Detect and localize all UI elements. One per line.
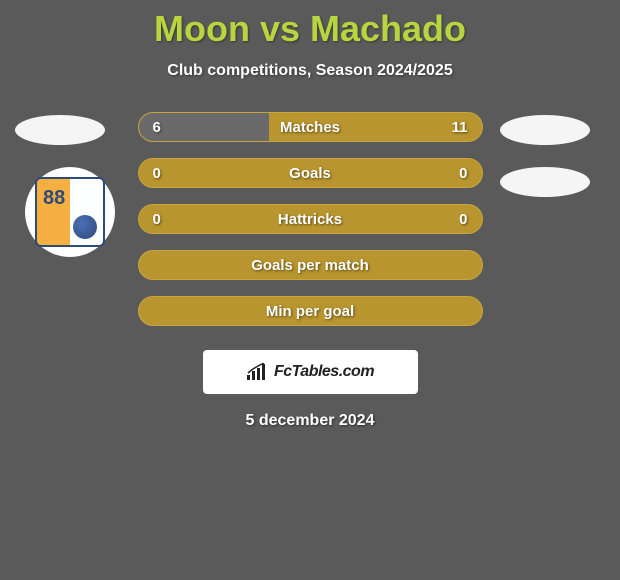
stat-matches-right: 11 <box>452 119 468 136</box>
subtitle: Club competitions, Season 2024/2025 <box>0 62 620 80</box>
stat-bar-min-per-goal: Min per goal <box>138 296 483 326</box>
brand-text: FcTables.com <box>274 363 374 381</box>
stat-bar-hattricks: 0 Hattricks 0 <box>138 204 483 234</box>
player-right-club-oval <box>500 167 590 197</box>
stat-min-per-goal-label: Min per goal <box>266 303 354 320</box>
stat-matches-label: Matches <box>280 119 340 136</box>
stat-goals-left: 0 <box>153 165 161 182</box>
stat-bars: 6 Matches 11 0 Goals 0 0 Hattricks 0 Goa… <box>138 112 483 326</box>
stat-goals-right: 0 <box>459 165 467 182</box>
stat-bar-goals-per-match: Goals per match <box>138 250 483 280</box>
soccer-ball-icon <box>73 215 97 239</box>
page-title: Moon vs Machado <box>0 0 620 50</box>
date-text: 5 december 2024 <box>0 412 620 430</box>
club-badge-shield: 88 <box>35 177 105 247</box>
stat-bar-goals: 0 Goals 0 <box>138 158 483 188</box>
brand-badge[interactable]: FcTables.com <box>203 350 418 394</box>
player-right-avatar <box>500 115 590 145</box>
player-left-club-badge: 88 <box>25 167 115 257</box>
comparison-area: 88 6 Matches 11 0 Goals 0 0 Hattricks 0 … <box>0 112 620 430</box>
stat-goals-per-match-label: Goals per match <box>251 257 369 274</box>
stat-goals-label: Goals <box>289 165 331 182</box>
club-badge-number: 88 <box>43 187 65 210</box>
stat-hattricks-label: Hattricks <box>278 211 342 228</box>
stat-matches-left: 6 <box>153 119 161 136</box>
player-left-avatar <box>15 115 105 145</box>
stat-bar-matches: 6 Matches 11 <box>138 112 483 142</box>
stat-hattricks-left: 0 <box>153 211 161 228</box>
stat-hattricks-right: 0 <box>459 211 467 228</box>
bar-chart-icon <box>246 363 268 381</box>
